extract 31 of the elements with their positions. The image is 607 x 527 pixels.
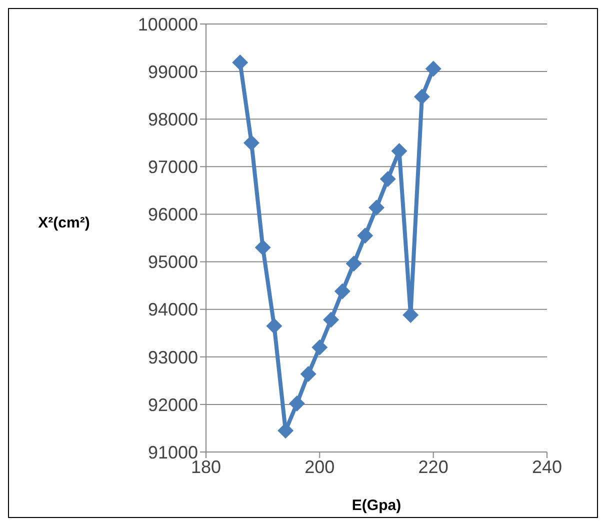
point [288, 395, 305, 412]
y-tick-label: 98000 [148, 110, 198, 130]
point [323, 312, 340, 328]
point [254, 240, 271, 256]
x-tick-label: 220 [418, 456, 448, 477]
y-tick-label: 100000 [138, 14, 198, 34]
point [357, 228, 374, 244]
point [368, 200, 384, 216]
x-tick-label: 200 [304, 456, 335, 477]
x-axis-title: E(Gpa) [352, 497, 402, 514]
point [243, 134, 260, 151]
point [414, 88, 430, 105]
x-tick-label: 240 [532, 456, 562, 477]
y-tick-label: 95000 [148, 252, 198, 272]
point [312, 339, 328, 356]
y-tick-label: 97000 [148, 157, 198, 178]
point [391, 142, 408, 159]
point [346, 256, 362, 272]
point [425, 60, 442, 77]
point [402, 307, 419, 324]
point [232, 54, 248, 71]
y-tick-label: 99000 [148, 62, 198, 82]
y-tick-label: 94000 [148, 300, 198, 320]
y-tick-label: 93000 [148, 347, 198, 368]
y-tick-label: 96000 [148, 204, 198, 225]
point [380, 171, 396, 188]
y-tick-label: 92000 [148, 394, 198, 415]
point [266, 318, 282, 334]
y-axis-title: X²(cm²) [38, 214, 90, 232]
point [334, 283, 350, 300]
point [300, 366, 316, 382]
